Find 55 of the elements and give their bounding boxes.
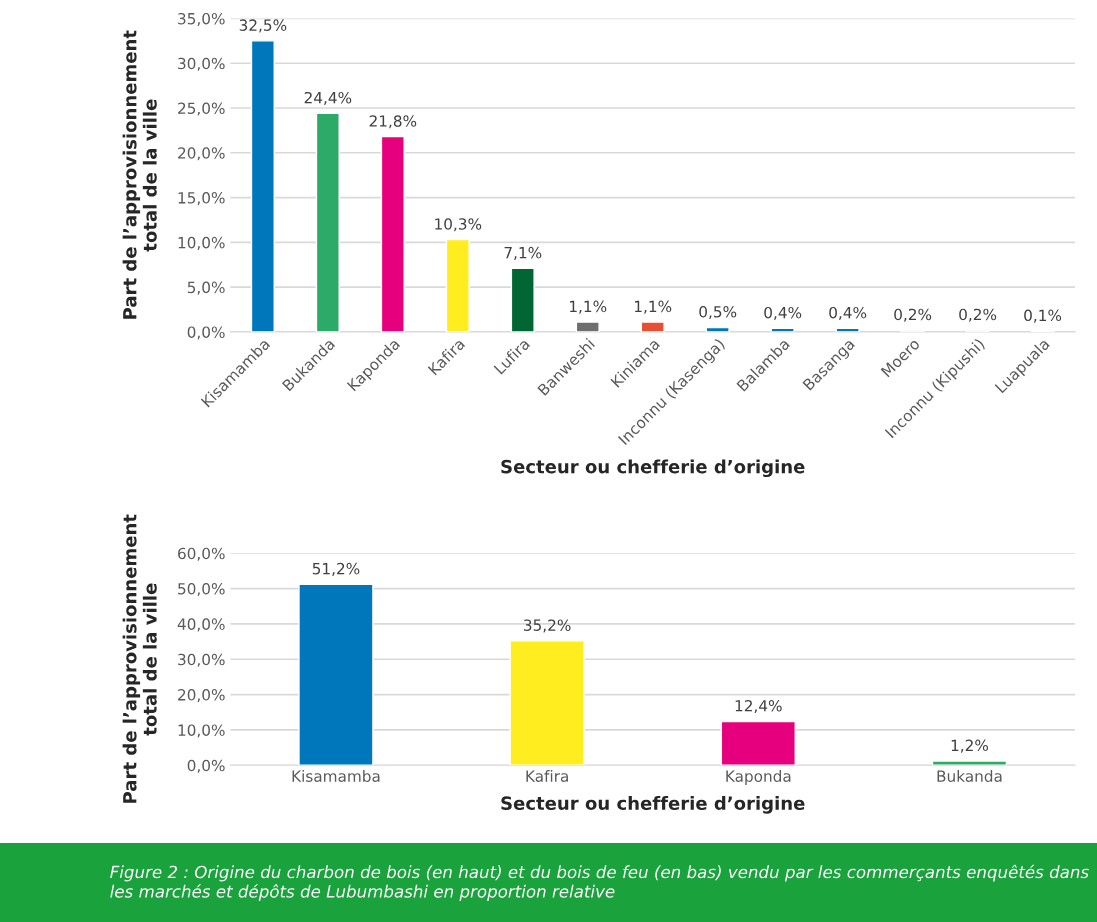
x-axis-title: Secteur ou chefferie d’origine bbox=[501, 796, 805, 814]
data-label: 0,5% bbox=[699, 305, 737, 320]
y-tick-label: 60,0% bbox=[178, 547, 225, 561]
y-tick-label: 35,0% bbox=[178, 12, 225, 27]
y-tick-label: 30,0% bbox=[178, 653, 225, 667]
x-tick-label: Kaponda bbox=[726, 770, 791, 785]
data-label: 7,1% bbox=[504, 246, 542, 260]
bar bbox=[315, 112, 340, 332]
y-axis-title: Part de l’approvisionnement total de la ville bbox=[122, 514, 157, 803]
data-label: 51,2% bbox=[312, 562, 360, 576]
y-tick-label: 30,0% bbox=[178, 57, 225, 71]
data-label: 35,2% bbox=[524, 619, 571, 633]
y-tick-label: 15,0% bbox=[178, 192, 225, 206]
y-tick-label: 10,0% bbox=[178, 236, 225, 250]
x-tick-label: Kafira bbox=[526, 770, 568, 782]
bar bbox=[770, 327, 795, 332]
bar bbox=[509, 640, 585, 766]
data-label: 32,5% bbox=[239, 19, 287, 33]
bar bbox=[705, 326, 730, 332]
bar bbox=[510, 267, 535, 332]
data-label: 21,8% bbox=[369, 115, 417, 129]
data-label: 0,1% bbox=[1024, 309, 1062, 323]
y-tick-label: 0,0% bbox=[187, 759, 225, 773]
data-label: 0,2% bbox=[894, 308, 932, 322]
data-label: 1,1% bbox=[570, 300, 607, 314]
bar bbox=[250, 40, 275, 332]
bar bbox=[445, 238, 470, 332]
bar bbox=[298, 583, 374, 766]
y-tick-label: 20,0% bbox=[178, 147, 225, 161]
y-tick-label: 0,0% bbox=[187, 326, 225, 340]
bar bbox=[380, 135, 405, 332]
x-axis-title: Secteur ou chefferie d’origine bbox=[501, 459, 805, 478]
data-label: 0,2% bbox=[959, 308, 997, 322]
y-tick-label: 25,0% bbox=[178, 102, 225, 116]
bar bbox=[575, 321, 600, 332]
bar bbox=[720, 720, 796, 766]
data-label: 12,4% bbox=[735, 699, 782, 714]
bar bbox=[640, 321, 665, 332]
y-tick-label: 20,0% bbox=[178, 689, 225, 703]
data-label: 10,3% bbox=[435, 218, 482, 232]
data-label: 1,2% bbox=[951, 739, 989, 753]
data-label: 0,4% bbox=[764, 306, 802, 320]
data-label: 1,1% bbox=[634, 300, 672, 314]
y-tick-label: 5,0% bbox=[187, 281, 225, 295]
data-label: 24,4% bbox=[304, 91, 352, 106]
y-tick-label: 50,0% bbox=[178, 583, 225, 597]
bar bbox=[835, 327, 860, 332]
y-axis-title: Part de l’approvisionnement total de la ville bbox=[122, 30, 157, 319]
x-tick-label: Bukanda bbox=[937, 770, 1002, 782]
y-tick-label: 40,0% bbox=[177, 618, 225, 632]
bar bbox=[931, 760, 1008, 766]
x-tick-label: Kisamamba bbox=[292, 770, 380, 782]
y-tick-label: 10,0% bbox=[178, 724, 225, 738]
caption: Figure 2 : Origine du charbon de bois (en haut) et du bois de feu (en bas) vendu par les commerçants enquêtés dans les marchés et dépôts de Lubumbashi en proportion relative bbox=[110, 864, 1089, 901]
data-label: 0,4% bbox=[829, 306, 867, 320]
